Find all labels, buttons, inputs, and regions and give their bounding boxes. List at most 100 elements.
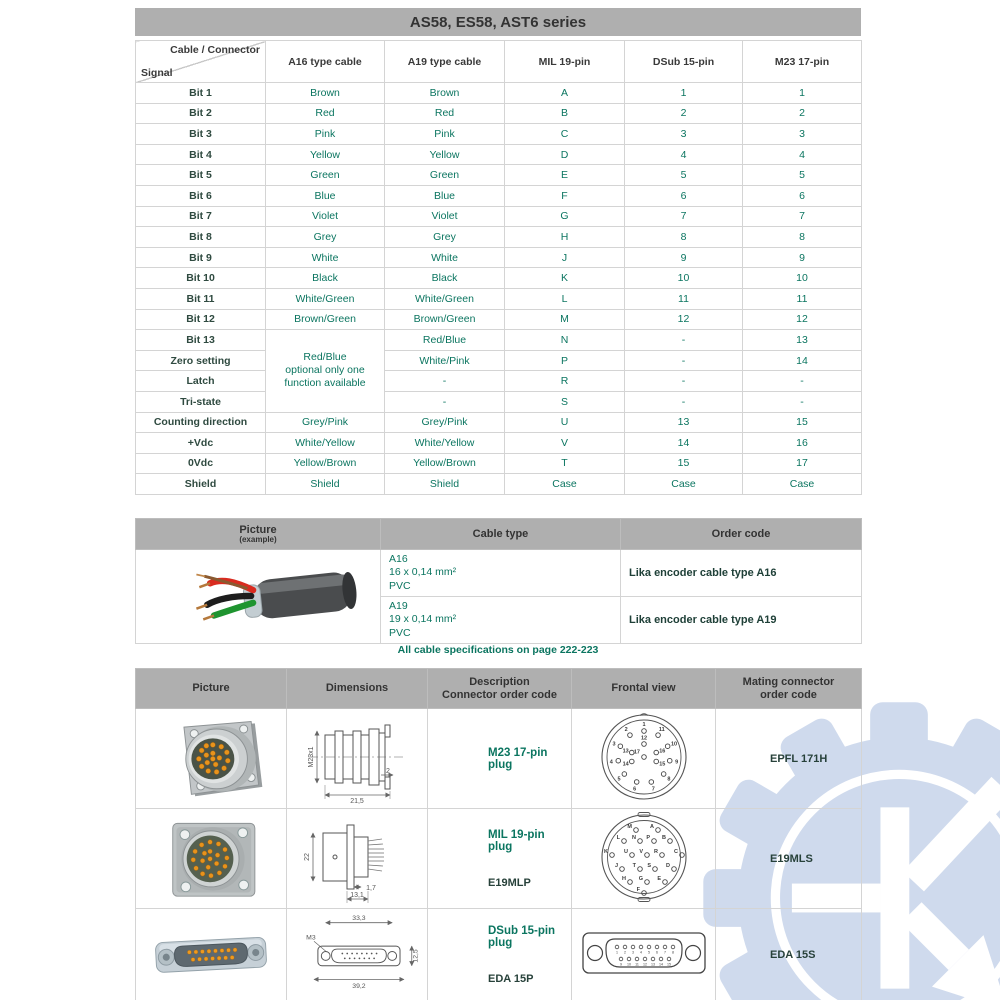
pin-value-cell: 9 xyxy=(742,246,862,269)
pin-value-cell: 1 xyxy=(742,82,862,104)
pin-value-cell: White/Pink xyxy=(384,349,505,372)
svg-text:9: 9 xyxy=(620,963,622,967)
pin-value-cell: 12 xyxy=(624,308,743,331)
svg-text:13,1: 13,1 xyxy=(350,892,364,899)
svg-text:5: 5 xyxy=(617,777,620,783)
pin-value-cell: 13 xyxy=(742,329,862,351)
svg-text:9: 9 xyxy=(675,760,678,766)
dsub-dimensions-cell: 33,3 M3 xyxy=(286,908,428,1000)
signal-cell: Bit 13 xyxy=(135,329,266,351)
pin-table-header-row: Cable / Connector Signal A16 type cable … xyxy=(135,40,862,83)
svg-text:M23x1: M23x1 xyxy=(308,746,315,767)
pin-value-cell: Red xyxy=(384,102,505,125)
pin-value-cell: - xyxy=(742,370,862,392)
pin-value-cell: J xyxy=(504,246,625,269)
svg-text:S: S xyxy=(647,863,651,869)
pin-value-cell: 8 xyxy=(624,226,743,248)
pin-value-cell: F xyxy=(504,184,625,207)
svg-text:22: 22 xyxy=(304,853,311,861)
pin-value-cell: 17 xyxy=(742,452,862,475)
pin-row: Bit 4 Yellow Yellow D 4 4 xyxy=(135,143,862,166)
pin-value-cell: - xyxy=(384,390,505,413)
pin-value-cell: T xyxy=(504,452,625,475)
pin-value-cell: 12 xyxy=(742,308,862,331)
pin-value-cell: A xyxy=(504,82,625,104)
svg-text:2: 2 xyxy=(624,727,627,733)
pin-row: Shield Shield Shield Case Case Case xyxy=(135,473,862,495)
pin-value-cell: 15 xyxy=(624,452,743,475)
pin-row: Bit 8 Grey Grey H 8 8 xyxy=(135,226,862,248)
signal-cell: +Vdc xyxy=(135,432,266,454)
svg-text:A: A xyxy=(650,824,654,830)
m23-connector-photo-icon xyxy=(183,721,263,797)
pin-value-cell: G xyxy=(504,205,625,228)
cable-header-picture-sub: (example) xyxy=(239,535,277,544)
pin-value-cell: White xyxy=(384,246,505,269)
pin-row: Bit 2 Red Red B 2 2 xyxy=(135,102,862,125)
svg-text:K: K xyxy=(604,849,608,855)
mil-order-code: E19MLP xyxy=(488,876,531,889)
pin-row: Bit 6 Blue Blue F 6 6 xyxy=(135,184,862,207)
svg-text:11: 11 xyxy=(635,963,639,967)
svg-text:5: 5 xyxy=(648,951,650,955)
pin-value-cell: Grey xyxy=(384,226,505,248)
signal-cell: Bit 12 xyxy=(135,308,266,331)
m23-dimension-drawing-icon: M23x1 2 21,5 xyxy=(308,724,405,805)
svg-text:11: 11 xyxy=(658,727,664,733)
pin-value-cell: Yellow xyxy=(384,143,505,166)
dsub-pin-field: 1 2 3 4 5 6 7 89 10 11 12 13 14 15 xyxy=(614,944,675,967)
pin-value-cell: Yellow/Brown xyxy=(384,452,505,475)
signal-cell: Bit 1 xyxy=(135,82,266,104)
pin-value-cell: B xyxy=(504,102,625,125)
pin-value-cell: 13 xyxy=(624,411,743,434)
conn-header-frontal-view: Frontal view xyxy=(571,668,716,709)
svg-text:2: 2 xyxy=(386,768,390,775)
pin-row: Latch - R - - xyxy=(135,370,862,392)
conn-header-dimensions: Dimensions xyxy=(286,668,428,709)
signal-cell: Counting direction xyxy=(135,411,266,434)
cable-type-a16: A16 16 x 0,14 mm² PVC xyxy=(380,549,621,597)
pin-value-cell: Red/Blue xyxy=(384,329,505,351)
pin-value-cell: D xyxy=(504,143,625,166)
dsub-photo-cell xyxy=(135,908,287,1000)
signal-cell: Bit 10 xyxy=(135,267,266,289)
svg-text:U: U xyxy=(624,849,628,855)
column-header-mil19: MIL 19-pin xyxy=(504,40,625,83)
m23-mating-cell: EPFL 171H xyxy=(715,708,862,809)
pin-value-cell: 3 xyxy=(742,123,862,145)
column-header-m23: M23 17-pin xyxy=(742,40,862,83)
svg-text:M: M xyxy=(627,824,632,830)
pin-value-cell: 16 xyxy=(742,432,862,454)
m23-description-cell: M23 17-pin plug xyxy=(427,708,572,809)
pin-value-cell: Pink xyxy=(384,123,505,145)
svg-text:13: 13 xyxy=(622,748,628,754)
signal-cell: Bit 5 xyxy=(135,164,266,186)
cable-order-a19: Lika encoder cable type A19 xyxy=(620,596,862,644)
pin-row: Bit 1 Brown Brown A 1 1 xyxy=(135,82,862,104)
pin-value-cell: Pink xyxy=(265,123,385,145)
merged-a16-cell: Red/Blue optional only one function availa… xyxy=(265,329,385,413)
pin-value-cell: N xyxy=(504,329,625,351)
cable-table: Picture (example) Cable type Order code xyxy=(135,518,862,644)
svg-text:L: L xyxy=(616,835,620,841)
connector-row-mil19: 22 xyxy=(135,808,862,909)
svg-text:4: 4 xyxy=(640,951,642,955)
mil-description-cell: MIL 19-pin plug E19MLP xyxy=(427,808,572,909)
m23-dimensions-cell: M23x1 2 21,5 xyxy=(286,708,428,809)
svg-text:3: 3 xyxy=(612,741,615,747)
mil-photo-cell xyxy=(135,808,287,909)
pin-value-cell: 7 xyxy=(742,205,862,228)
m23-photo-cell xyxy=(135,708,287,809)
svg-text:8: 8 xyxy=(672,951,674,955)
svg-text:2: 2 xyxy=(624,951,626,955)
pin-value-cell: White xyxy=(265,246,385,269)
pin-value-cell: Shield xyxy=(265,473,385,495)
mil-dimensions-cell: 22 xyxy=(286,808,428,909)
pin-row: Bit 13 Red/Blue optional only one function … xyxy=(135,329,862,413)
pin-value-cell: 10 xyxy=(742,267,862,289)
pin-value-cell: 11 xyxy=(624,287,743,310)
svg-text:N: N xyxy=(632,835,636,841)
svg-text:7: 7 xyxy=(664,951,666,955)
pin-value-cell: Brown/Green xyxy=(265,308,385,331)
